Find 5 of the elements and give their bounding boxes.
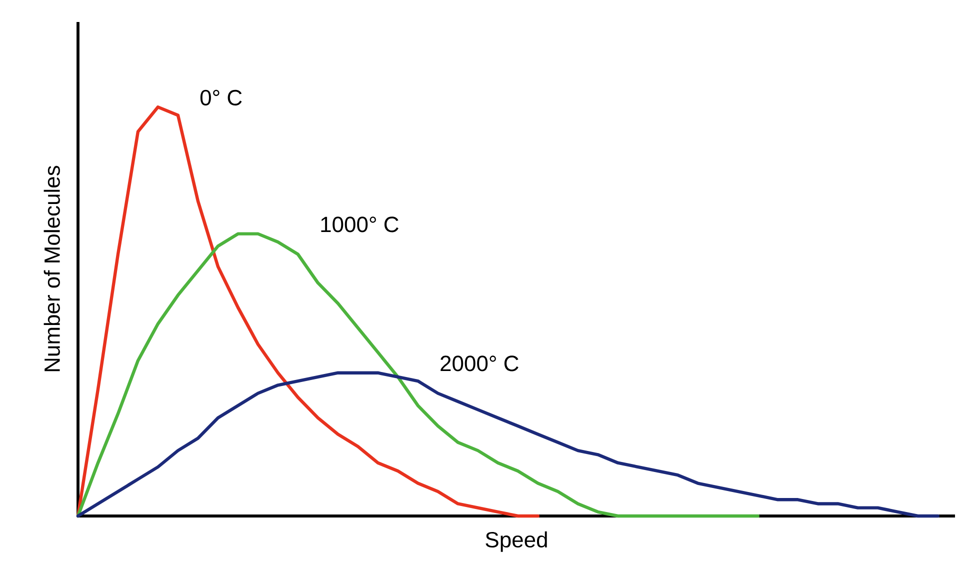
series-label: 0° C xyxy=(200,90,242,106)
series-label: 1000° C xyxy=(321,216,398,232)
series-label: 2000° C xyxy=(440,356,518,372)
x-axis-title: Speed xyxy=(486,531,547,552)
y-axis-title: Number of Molecules xyxy=(44,166,60,372)
